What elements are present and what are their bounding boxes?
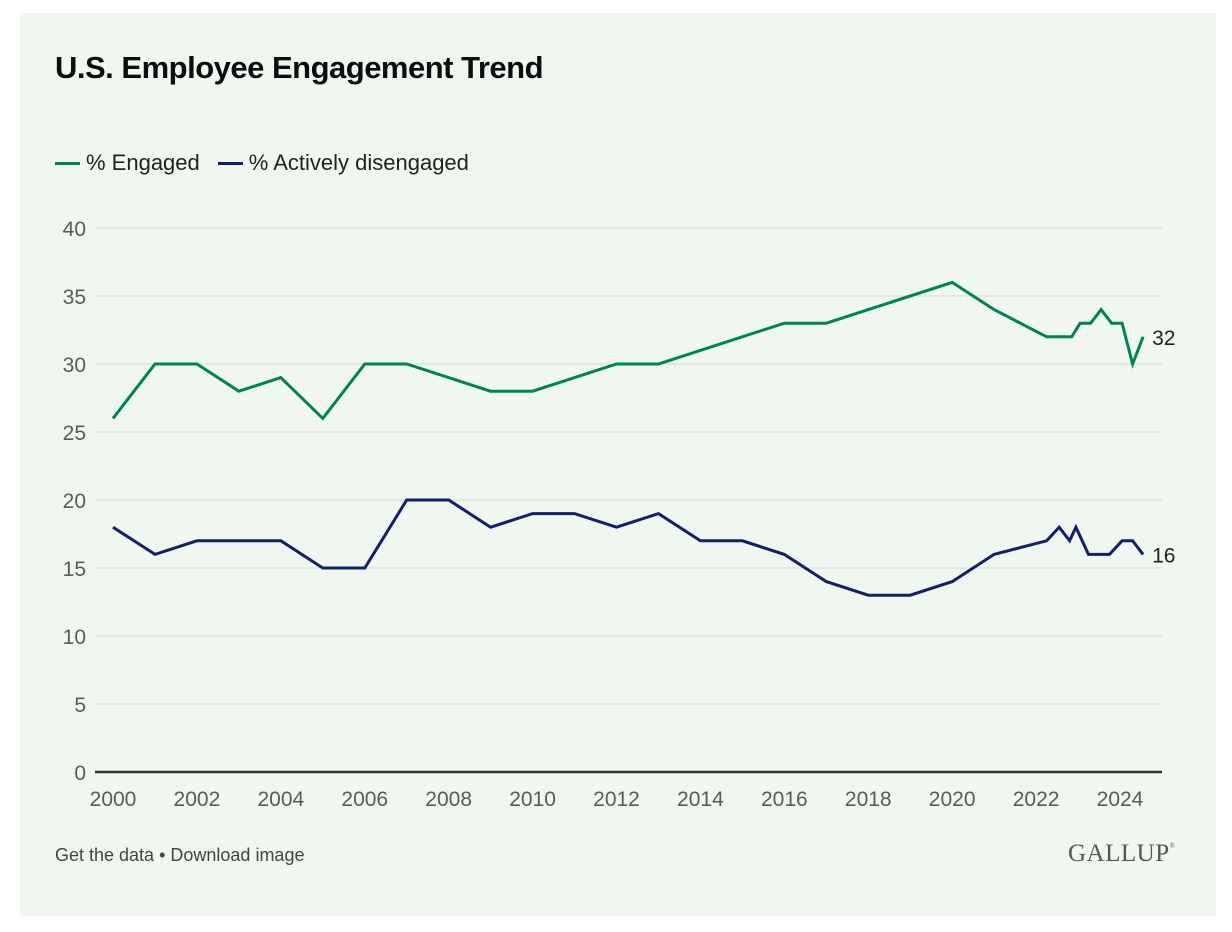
x-tick-label: 2006 bbox=[341, 788, 388, 811]
legend-swatch-engaged bbox=[55, 161, 80, 165]
y-tick-label: 35 bbox=[63, 286, 86, 309]
x-tick-label: 2020 bbox=[929, 788, 976, 811]
legend-swatch-disengaged bbox=[217, 161, 243, 165]
get-data-link[interactable]: Get the data bbox=[55, 845, 155, 865]
x-tick-label: 2002 bbox=[174, 788, 221, 811]
x-tick-label: 2008 bbox=[425, 788, 472, 811]
legend-item-disengaged[interactable]: % Actively disengaged bbox=[217, 150, 469, 176]
y-axis-ticks: 0 5 10 15 20 25 30 35 40 bbox=[63, 218, 86, 785]
gridlines bbox=[95, 227, 1162, 774]
x-tick-label: 2012 bbox=[593, 788, 640, 811]
download-image-link[interactable]: Download image bbox=[170, 845, 305, 865]
engaged-end-label: 32 bbox=[1152, 327, 1175, 350]
footer-separator: • bbox=[154, 845, 171, 865]
y-tick-label: 30 bbox=[63, 354, 86, 377]
x-tick-label: 2004 bbox=[257, 788, 304, 811]
logo-registered-mark: ® bbox=[1169, 842, 1176, 850]
disengaged-line bbox=[112, 498, 1145, 597]
chart-title: U.S. Employee Engagement Trend bbox=[55, 50, 544, 85]
y-tick-label: 15 bbox=[63, 558, 86, 581]
x-tick-label: 2018 bbox=[845, 788, 892, 811]
footer-links: Get the data • Download image bbox=[55, 845, 304, 866]
legend: % Engaged % Actively disengaged bbox=[55, 150, 487, 176]
y-tick-label: 25 bbox=[63, 422, 86, 445]
y-tick-label: 0 bbox=[74, 762, 86, 785]
gallup-logo: GALLUP® bbox=[1068, 840, 1175, 868]
x-tick-label: 2022 bbox=[1013, 788, 1060, 811]
x-axis-ticks: 2000 2002 2004 2006 2008 2010 2012 2014 2016 2018… bbox=[90, 788, 1144, 811]
y-tick-label: 10 bbox=[63, 626, 86, 649]
y-tick-label: 5 bbox=[74, 694, 86, 717]
series-lines bbox=[111, 280, 1145, 597]
y-tick-label: 40 bbox=[63, 218, 86, 241]
legend-label-disengaged: % Actively disengaged bbox=[248, 150, 469, 175]
legend-item-engaged[interactable]: % Engaged bbox=[55, 150, 200, 176]
x-tick-label: 2010 bbox=[509, 788, 556, 811]
disengaged-end-label: 16 bbox=[1152, 544, 1175, 567]
x-tick-label: 2016 bbox=[761, 788, 808, 811]
y-tick-label: 20 bbox=[63, 490, 86, 513]
legend-label-engaged: % Engaged bbox=[86, 150, 200, 175]
x-tick-label: 2024 bbox=[1097, 788, 1144, 811]
x-tick-label: 2014 bbox=[677, 788, 724, 811]
end-labels: 32 16 bbox=[1152, 327, 1175, 568]
engaged-line bbox=[111, 280, 1145, 421]
x-tick-label: 2000 bbox=[90, 788, 137, 811]
logo-text: GALLUP bbox=[1068, 840, 1170, 867]
